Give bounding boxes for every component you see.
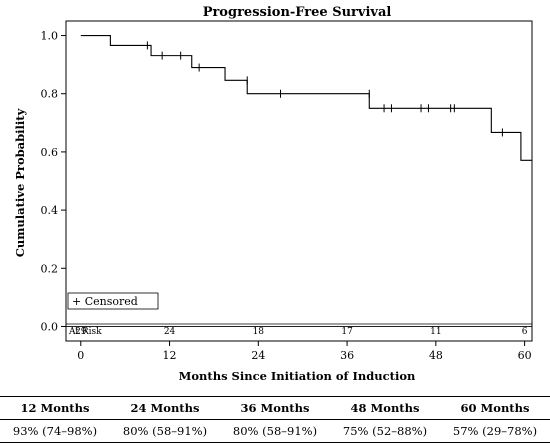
survival-step-line [80,34,532,161]
summary-value-cell: 80% (58–91%) [110,419,220,443]
legend-box [67,292,159,310]
x-axis: 0 12 24 36 48 60 [77,341,532,362]
plot-frame [65,20,533,342]
at-risk-count: 18 [253,327,265,337]
summary-header-row: 12 Months 24 Months 36 Months 48 Months 60 M… [0,396,550,420]
survival-curve [80,34,532,161]
y-tick-label: 0.0 [41,320,59,333]
summary-value-cell: 57% (29–78%) [440,419,550,443]
summary-header-cell: 12 Months [0,396,110,420]
pfs-chart: Progression-Free Survival 0.00.20.40.60.… [13,5,533,383]
y-tick-label: 1.0 [41,30,59,43]
summary-header-cell: 48 Months [330,396,440,420]
summary-value-cell: 80% (58–91%) [220,419,330,443]
legend: + Censored [67,292,159,310]
at-risk-label: At Risk [68,327,102,337]
at-risk-count: 24 [164,327,176,337]
y-tick-label: 0.4 [41,204,59,217]
y-axis: 0.0 0.2 0.4 0.6 0.8 1.0 [41,30,66,333]
summary-header-cell: 24 Months [110,396,220,420]
x-tick-label: 60 [518,349,532,362]
legend-label: + Censored [72,295,138,308]
summary-table: 12 Months 24 Months 36 Months 48 Months 60 M… [0,396,550,443]
y-tick-label: 0.8 [41,88,59,101]
at-risk-count: 17 [341,327,353,337]
chart-title: Progression-Free Survival [203,5,392,20]
at-risk-count: 11 [430,327,441,337]
x-tick-label: 0 [77,349,84,362]
at-risk-count: 6 [522,327,528,337]
x-tick-label: 48 [429,349,443,362]
y-axis-label: Cumulative Probability [13,108,27,257]
x-tick-label: 36 [340,349,354,362]
summary-header-cell: 36 Months [220,396,330,420]
x-tick-label: 12 [163,349,177,362]
y-tick-label: 0.2 [41,262,59,275]
at-risk-count: 29 [75,327,87,337]
censor-marks [146,41,533,165]
summary-value-cell: 75% (52–88%) [330,419,440,443]
summary-header-cell: 60 Months [440,396,550,420]
at-risk-numbers: 29 24 18 17 11 6 [75,327,528,337]
x-tick-label: 24 [251,349,265,362]
summary-value-cell: 93% (74–98%) [0,419,110,443]
x-axis-label: Months Since Initiation of Induction [179,369,416,383]
y-tick-label: 0.6 [41,146,59,159]
summary-value-row: 93% (74–98%) 80% (58–91%) 80% (58–91%) 75% … [0,419,550,443]
